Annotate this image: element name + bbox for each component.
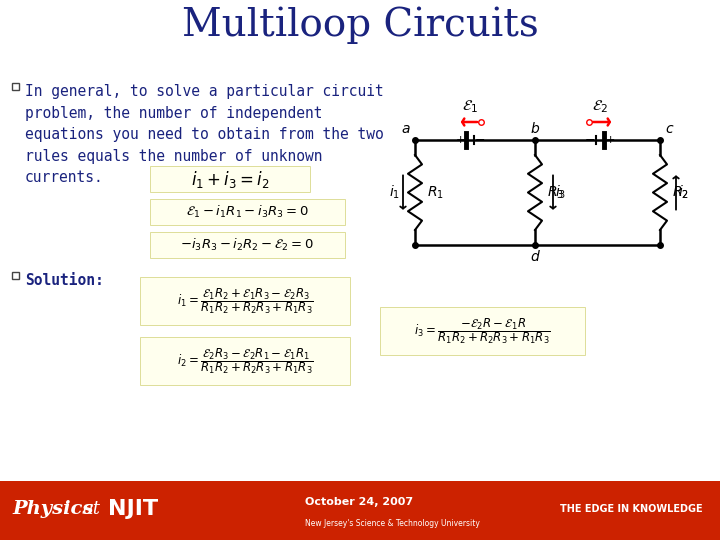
Text: $R_2$: $R_2$ [672,184,689,201]
Text: −: − [585,133,595,146]
Text: THE EDGE IN KNOWLEDGE: THE EDGE IN KNOWLEDGE [560,504,703,514]
Text: $R_1$: $R_1$ [427,184,444,201]
FancyBboxPatch shape [140,277,350,325]
Text: Solution:: Solution: [25,273,104,288]
Text: d: d [531,250,539,264]
FancyBboxPatch shape [150,166,310,192]
Text: Multiloop Circuits: Multiloop Circuits [181,6,539,44]
Text: $-\it{i}_3\it{R}_3 - \it{i}_2\it{R}_2 - \mathcal{E}_2 = 0$: $-\it{i}_3\it{R}_3 - \it{i}_2\it{R}_2 - … [180,237,314,253]
Bar [0,481,720,540]
Text: In general, to solve a particular circuit
problem, the number of independent
equ: In general, to solve a particular circui… [25,84,384,185]
Text: October 24, 2007: October 24, 2007 [305,497,413,507]
Text: $\mathcal{E}_1 - \it{i}_1\it{R}_1 - \it{i}_3\it{R}_3 = 0$: $\mathcal{E}_1 - \it{i}_1\it{R}_1 - \it{… [186,204,308,220]
Text: at: at [82,501,100,518]
Text: $i_3$: $i_3$ [555,184,566,201]
Text: $i_2$: $i_2$ [678,184,689,201]
Text: $R_3$: $R_3$ [547,184,564,201]
Text: $\it{i}_3 = \dfrac{-\mathcal{E}_2\it{R} - \mathcal{E}_1\it{R}}{\it{R}_1\it{R}_2 : $\it{i}_3 = \dfrac{-\mathcal{E}_2\it{R} … [414,316,550,346]
Text: $\mathcal{E}_1$: $\mathcal{E}_1$ [462,98,478,115]
Text: New Jersey's Science & Technology University: New Jersey's Science & Technology Univer… [305,519,480,528]
Text: c: c [665,122,672,136]
Text: a: a [402,122,410,136]
Text: $\it{i}_2 = \dfrac{\mathcal{E}_2\it{R}_3 - \mathcal{E}_2\it{R}_1 - \mathcal{E}_1: $\it{i}_2 = \dfrac{\mathcal{E}_2\it{R}_3… [176,346,313,376]
Text: Physics: Physics [12,501,94,518]
Text: b: b [531,122,539,136]
Text: −: − [474,133,485,146]
Bar [12,83,19,90]
FancyBboxPatch shape [140,337,350,385]
Text: $\mathcal{E}_2$: $\mathcal{E}_2$ [592,98,608,115]
Text: +: + [455,135,464,145]
Text: $i_1$: $i_1$ [389,184,400,201]
FancyBboxPatch shape [380,307,585,355]
Text: +: + [606,135,615,145]
Text: $\it{i}_1 + \it{i}_3 = \it{i}_2$: $\it{i}_1 + \it{i}_3 = \it{i}_2$ [191,168,269,190]
FancyBboxPatch shape [150,199,345,225]
FancyBboxPatch shape [150,232,345,258]
Text: $\it{i}_1 = \dfrac{\mathcal{E}_1\it{R}_2 + \mathcal{E}_1\it{R}_3 - \mathcal{E}_2: $\it{i}_1 = \dfrac{\mathcal{E}_1\it{R}_2… [176,286,313,316]
Text: NJIT: NJIT [108,500,158,519]
Bar [12,272,19,279]
